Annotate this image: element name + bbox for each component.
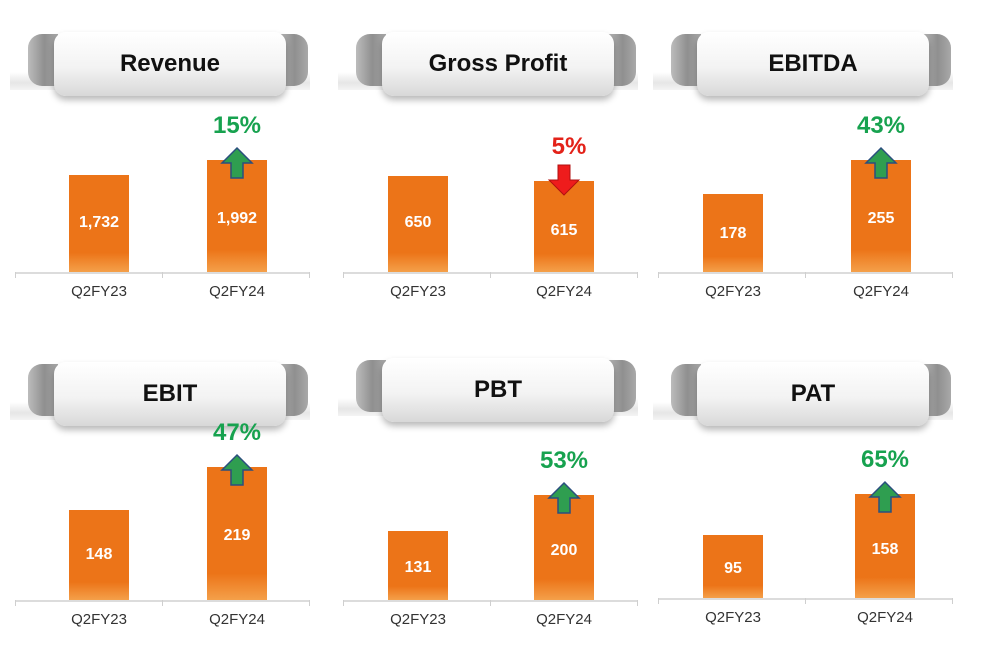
bar-data-label: 131: [404, 559, 432, 576]
x-axis-label: Q2FY24: [857, 609, 913, 626]
banner-curl-left: [671, 364, 701, 416]
bar-data-label: 255: [867, 210, 895, 227]
arrow-up-icon: [868, 480, 902, 513]
percent-change-label: 65%: [860, 446, 910, 473]
bar-data-label: 1,992: [216, 210, 258, 227]
bar-data-label: 650: [404, 214, 432, 231]
x-axis-tick: [490, 600, 491, 606]
chart-title: Gross Profit: [382, 32, 614, 96]
bar-q2fy24: 219: [207, 467, 267, 600]
chart-panel: Revenue 1,732 Q2FY23 1,992 Q2FY24 15%: [10, 32, 310, 332]
arrow-up-icon: [547, 481, 581, 514]
bar-data-label: 95: [724, 560, 742, 577]
bar-data-label: 200: [550, 542, 578, 559]
x-axis-tick: [805, 272, 806, 278]
chart-title: PBT: [382, 358, 614, 422]
banner-curl-left: [28, 34, 58, 86]
x-axis-tick: [162, 272, 163, 278]
bar-data-label: 158: [871, 541, 899, 558]
bar-data-label: 148: [85, 546, 113, 563]
x-axis-label: Q2FY24: [536, 611, 592, 628]
arrow-down-icon: [547, 164, 581, 196]
bar-data-label: 615: [550, 222, 578, 239]
x-axis-tick: [658, 598, 659, 604]
percent-change-label: 15%: [212, 112, 262, 139]
banner-curl-left: [356, 34, 386, 86]
x-axis-label: Q2FY24: [209, 283, 265, 300]
bar-data-label: 1,732: [78, 214, 120, 231]
x-axis-tick: [309, 600, 310, 606]
x-axis-label: Q2FY23: [71, 611, 127, 628]
arrow-up-icon: [220, 453, 254, 486]
chart-panel: PAT 95 Q2FY23 158 Q2FY24 65%: [653, 362, 953, 662]
chart-panel: Gross Profit 650 Q2FY23 615 Q2FY24 5%: [338, 32, 638, 332]
chart-panel: EBIT 148 Q2FY23 219 Q2FY24 47%: [10, 362, 310, 662]
x-axis-tick: [15, 272, 16, 278]
x-axis-label: Q2FY24: [536, 283, 592, 300]
x-axis-label: Q2FY23: [390, 283, 446, 300]
percent-change-label: 47%: [212, 419, 262, 446]
bar-data-label: 219: [223, 527, 251, 544]
bar-q2fy24: 1,992: [207, 160, 267, 272]
chart-title: EBITDA: [697, 32, 929, 96]
x-axis-label: Q2FY24: [853, 283, 909, 300]
x-axis-label: Q2FY23: [390, 611, 446, 628]
chart-title: EBIT: [54, 362, 286, 426]
percent-change-label: 5%: [551, 133, 587, 160]
x-axis-tick: [343, 600, 344, 606]
x-axis-label: Q2FY24: [209, 611, 265, 628]
x-axis-tick: [637, 272, 638, 278]
bar-q2fy23: 1,732: [69, 175, 129, 272]
banner-curl-left: [28, 364, 58, 416]
banner-curl-left: [356, 360, 386, 412]
percent-change-label: 53%: [539, 447, 589, 474]
x-axis-tick: [343, 272, 344, 278]
bar-q2fy23: 178: [703, 194, 763, 272]
bar-q2fy23: 95: [703, 535, 763, 598]
bar-q2fy23: 650: [388, 176, 448, 272]
x-axis-tick: [15, 600, 16, 606]
percent-change-label: 43%: [856, 112, 906, 139]
x-axis-tick: [637, 600, 638, 606]
chart-title: PAT: [697, 362, 929, 426]
x-axis-tick: [952, 598, 953, 604]
x-axis-tick: [490, 272, 491, 278]
bar-data-label: 178: [719, 225, 747, 242]
arrow-up-icon: [864, 146, 898, 179]
bar-q2fy23: 131: [388, 531, 448, 600]
arrow-up-icon: [220, 146, 254, 179]
chart-panel: PBT 131 Q2FY23 200 Q2FY24 53%: [338, 358, 638, 658]
chart-title: Revenue: [54, 32, 286, 96]
bar-q2fy24: 615: [534, 181, 594, 272]
x-axis-label: Q2FY23: [71, 283, 127, 300]
x-axis-tick: [162, 600, 163, 606]
banner-curl-left: [671, 34, 701, 86]
x-axis-tick: [805, 598, 806, 604]
x-axis-tick: [952, 272, 953, 278]
bar-q2fy23: 148: [69, 510, 129, 600]
chart-panel: EBITDA 178 Q2FY23 255 Q2FY24 43%: [653, 32, 953, 332]
x-axis-label: Q2FY23: [705, 609, 761, 626]
x-axis-tick: [658, 272, 659, 278]
x-axis-label: Q2FY23: [705, 283, 761, 300]
x-axis-tick: [309, 272, 310, 278]
